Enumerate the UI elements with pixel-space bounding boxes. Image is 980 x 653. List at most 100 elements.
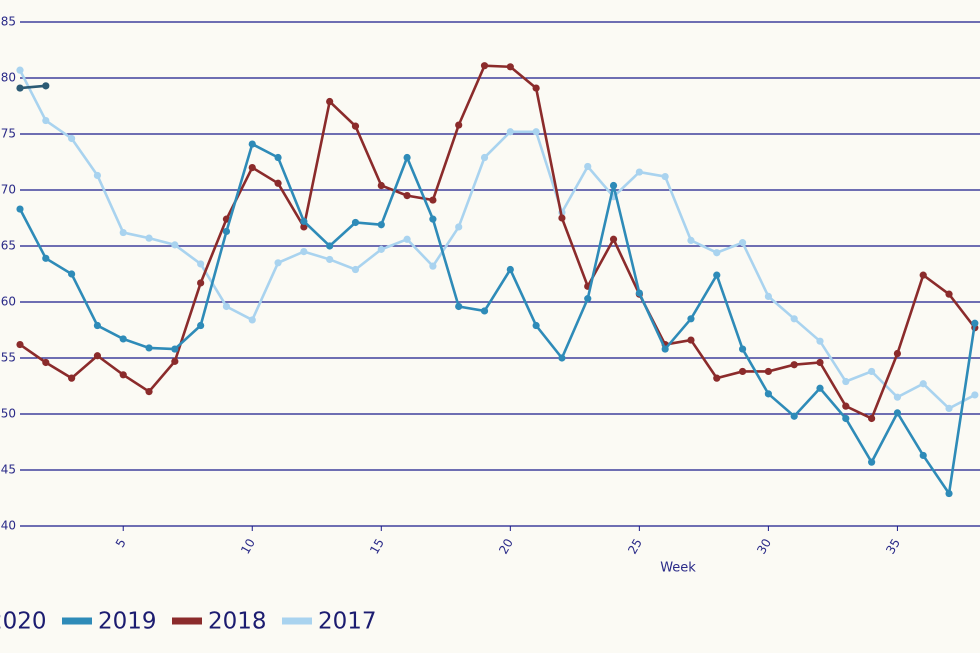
data-point [455, 121, 463, 129]
series-line [19, 64, 976, 421]
data-point [919, 380, 927, 388]
data-point [171, 241, 179, 249]
data-point [16, 66, 24, 74]
data-point [713, 374, 721, 382]
data-point [274, 259, 282, 267]
data-point [171, 345, 179, 353]
data-point [42, 116, 50, 125]
data-point [377, 221, 385, 229]
data-point [16, 84, 24, 92]
data-point [945, 489, 953, 498]
data-point [868, 367, 876, 376]
data-point [558, 214, 566, 222]
data-point [16, 340, 24, 349]
data-point [584, 295, 592, 303]
data-point [248, 316, 256, 324]
data-point [945, 290, 953, 298]
data-point [764, 390, 772, 398]
x-tick-label: 5 [113, 536, 129, 550]
data-point [532, 128, 540, 136]
data-point [480, 62, 489, 70]
data-point [455, 223, 463, 231]
x-tick-label: 35 [883, 536, 903, 556]
x-axis-label: Week [660, 561, 696, 576]
data-point [403, 153, 411, 162]
y-tick-label: 85 [1, 15, 16, 29]
data-point [145, 388, 153, 396]
y-tick-label: 45 [1, 463, 16, 477]
data-point [429, 215, 437, 223]
data-point [68, 270, 76, 278]
data-point [738, 367, 747, 376]
series [16, 62, 979, 423]
data-point [429, 262, 437, 270]
data-point [713, 249, 721, 257]
series [16, 140, 979, 498]
legend-label: 2019 [98, 609, 157, 635]
y-tick-label: 50 [1, 407, 16, 421]
data-point [171, 357, 179, 365]
data-point [687, 336, 695, 344]
data-point [893, 393, 902, 401]
y-tick-label: 60 [1, 295, 16, 309]
data-point [42, 82, 50, 90]
x-tick-label: 15 [367, 536, 387, 556]
data-point [480, 307, 489, 315]
data-point [558, 354, 566, 362]
data-point [661, 172, 669, 181]
data-point [197, 279, 205, 287]
data-point [868, 414, 876, 423]
data-point [93, 352, 102, 360]
data-point [119, 228, 127, 237]
data-point [351, 122, 360, 130]
data-point [93, 171, 102, 180]
data-point [403, 192, 411, 200]
data-point [842, 377, 850, 386]
y-tick-label: 75 [1, 127, 16, 141]
data-point [893, 409, 902, 417]
data-point [248, 140, 256, 148]
data-point [222, 227, 231, 236]
data-point [506, 265, 514, 274]
data-point [919, 271, 927, 279]
data-point [300, 223, 308, 231]
data-point [506, 63, 514, 71]
series [16, 82, 50, 92]
legend-label: 2018 [208, 609, 267, 635]
data-point [919, 451, 927, 460]
data-point [274, 179, 282, 187]
x-tick-label: 25 [625, 536, 645, 556]
y-tick-label: 65 [1, 239, 16, 253]
data-point [738, 345, 747, 353]
data-point [119, 371, 127, 379]
x-tick-label: 10 [238, 536, 258, 556]
data-point [816, 358, 824, 367]
data-point [687, 315, 695, 323]
data-point [351, 265, 360, 274]
data-point [584, 162, 592, 171]
data-point [816, 384, 824, 392]
series [16, 66, 979, 412]
data-point [16, 205, 24, 213]
data-point [222, 302, 231, 311]
y-tick-label: 80 [1, 71, 16, 85]
data-point [842, 402, 850, 410]
data-point [713, 271, 721, 279]
data-point [274, 153, 282, 162]
data-point [326, 97, 334, 106]
y-tick-label: 40 [1, 519, 16, 533]
data-point [635, 168, 643, 176]
data-point [868, 458, 876, 466]
data-point [816, 337, 824, 345]
data-point [635, 289, 643, 297]
data-point [197, 260, 205, 268]
data-point [145, 234, 153, 242]
data-point [480, 153, 489, 162]
data-point [790, 315, 798, 323]
data-point [790, 412, 798, 420]
y-tick-label: 70 [1, 183, 16, 197]
data-point [68, 374, 76, 382]
x-tick-label: 30 [754, 536, 774, 556]
